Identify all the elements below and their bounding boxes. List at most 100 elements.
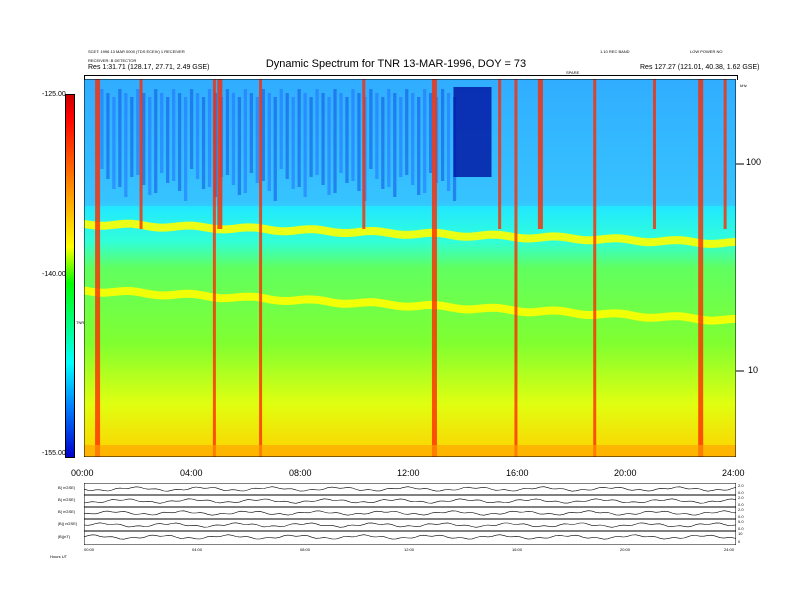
dark-patch bbox=[357, 93, 361, 191]
panel-label: B( nGSE) bbox=[58, 497, 76, 502]
colorbar bbox=[65, 94, 75, 458]
y-axis bbox=[736, 163, 744, 372]
radio-burst bbox=[217, 79, 223, 229]
chart-title: Dynamic Spectrum for TNR 13-MAR-1996, DO… bbox=[265, 58, 527, 70]
dark-patch bbox=[130, 97, 134, 177]
dark-patch bbox=[387, 89, 391, 187]
dark-patch bbox=[315, 89, 319, 175]
dark-patch bbox=[195, 93, 200, 179]
panel-right-tick: 10 bbox=[738, 531, 743, 536]
x-tick-label: 00:00 bbox=[71, 468, 94, 478]
y-unit-label: kHz bbox=[740, 83, 747, 88]
colorbar-tick-bottom: -155.00 bbox=[42, 450, 66, 457]
dark-patch bbox=[160, 93, 164, 173]
x-tick-label: 04:00 bbox=[180, 468, 203, 478]
dark-patch bbox=[154, 89, 158, 193]
dark-patch bbox=[429, 93, 433, 173]
panel-right-tick: 0.0 bbox=[738, 526, 744, 531]
dark-patch bbox=[381, 97, 385, 189]
dark-patch bbox=[405, 89, 409, 175]
panel-label: B( nGSE) bbox=[58, 509, 76, 514]
dark-patch bbox=[201, 97, 206, 189]
panel-trace bbox=[84, 510, 736, 516]
radio-burst bbox=[498, 79, 502, 229]
dark-patch bbox=[189, 89, 194, 169]
dark-patch bbox=[339, 93, 343, 173]
dark-patch bbox=[225, 89, 230, 175]
dark-patch bbox=[446, 93, 451, 191]
dark-patch bbox=[399, 97, 403, 177]
radio-burst bbox=[593, 79, 597, 457]
dark-patch bbox=[393, 93, 397, 197]
dark-patch bbox=[172, 89, 176, 181]
x-tick-label: 08:00 bbox=[289, 468, 312, 478]
panel-x-tick: 20:00 bbox=[620, 547, 631, 552]
magnetometer-panels bbox=[84, 483, 736, 545]
panel-label: B( nGSE) bbox=[58, 485, 76, 490]
radio-burst bbox=[362, 79, 366, 229]
dark-patch bbox=[106, 93, 110, 179]
dark-patch bbox=[285, 93, 289, 179]
panel-x-tick: 12:00 bbox=[404, 547, 415, 552]
panel-trace bbox=[84, 534, 736, 540]
colorbar-tick-top: -125.00 bbox=[42, 91, 66, 98]
dark-patch bbox=[291, 97, 295, 189]
dark-patch bbox=[177, 93, 182, 191]
radio-burst bbox=[259, 79, 263, 457]
mid-label: SPARE bbox=[566, 70, 580, 75]
radio-burst bbox=[698, 79, 704, 457]
emission-band bbox=[84, 286, 736, 325]
x-tick-label: 16:00 bbox=[506, 468, 529, 478]
top-frame bbox=[84, 75, 738, 80]
dark-patch bbox=[183, 97, 188, 201]
colorbar-tick-mid: -140.00 bbox=[42, 271, 66, 278]
panel-right-tick: 0.0 bbox=[738, 490, 744, 495]
radio-bursts bbox=[95, 79, 727, 457]
header-right-values: Res 127.27 (121.01, 40.38, 1.62 GSE) bbox=[640, 64, 760, 71]
radio-burst bbox=[723, 79, 727, 229]
panel-trace bbox=[84, 486, 736, 492]
dark-patch bbox=[321, 93, 325, 185]
dark-patch bbox=[345, 97, 349, 183]
header-left-line2: RECEIVER: B DETECTOR bbox=[88, 58, 137, 63]
dark-patch bbox=[112, 97, 116, 189]
dark-patch bbox=[411, 93, 415, 185]
panel-right-tick: 5.0 bbox=[738, 519, 744, 524]
panel-x-tick: 08:00 bbox=[300, 547, 311, 552]
dark-patch bbox=[423, 89, 427, 193]
dark-patch bbox=[303, 93, 307, 197]
panel-right-tick: 0 bbox=[738, 539, 741, 544]
x-tick-label: 20:00 bbox=[614, 468, 637, 478]
dark-patch bbox=[351, 89, 355, 181]
bottom-noise bbox=[84, 445, 736, 457]
radio-burst bbox=[139, 79, 143, 229]
emission-band bbox=[84, 219, 736, 249]
dark-patch bbox=[273, 97, 277, 201]
dark-patch bbox=[309, 97, 313, 177]
panel-trace bbox=[84, 498, 736, 504]
dark-patch bbox=[124, 93, 128, 197]
dark-patch bbox=[142, 93, 146, 185]
emission-bands bbox=[84, 219, 736, 325]
dark-patch bbox=[136, 89, 140, 175]
dark-patch bbox=[375, 93, 379, 179]
dark-patch bbox=[148, 97, 152, 195]
dark-patch bbox=[261, 89, 265, 181]
panel-right-tick: 2.0 bbox=[738, 495, 744, 500]
x-tick-label: 12:00 bbox=[397, 468, 420, 478]
radio-burst bbox=[431, 79, 437, 457]
panel-x-tick: 24:00 bbox=[724, 547, 735, 552]
radio-burst bbox=[95, 79, 101, 457]
radio-burst bbox=[212, 79, 216, 457]
dark-patch bbox=[249, 93, 253, 173]
dark-patch bbox=[453, 87, 492, 177]
panel-label: |B|( nGSE) bbox=[58, 521, 78, 526]
dark-patch bbox=[166, 97, 170, 183]
panel-right-tick: 2.0 bbox=[738, 483, 744, 488]
dark-patch bbox=[237, 97, 242, 195]
radio-burst bbox=[514, 79, 518, 457]
dark-patch bbox=[255, 97, 259, 183]
panel-x-tick: 00:00 bbox=[84, 547, 95, 552]
dark-patch bbox=[207, 89, 212, 187]
dark-patch bbox=[369, 89, 373, 169]
